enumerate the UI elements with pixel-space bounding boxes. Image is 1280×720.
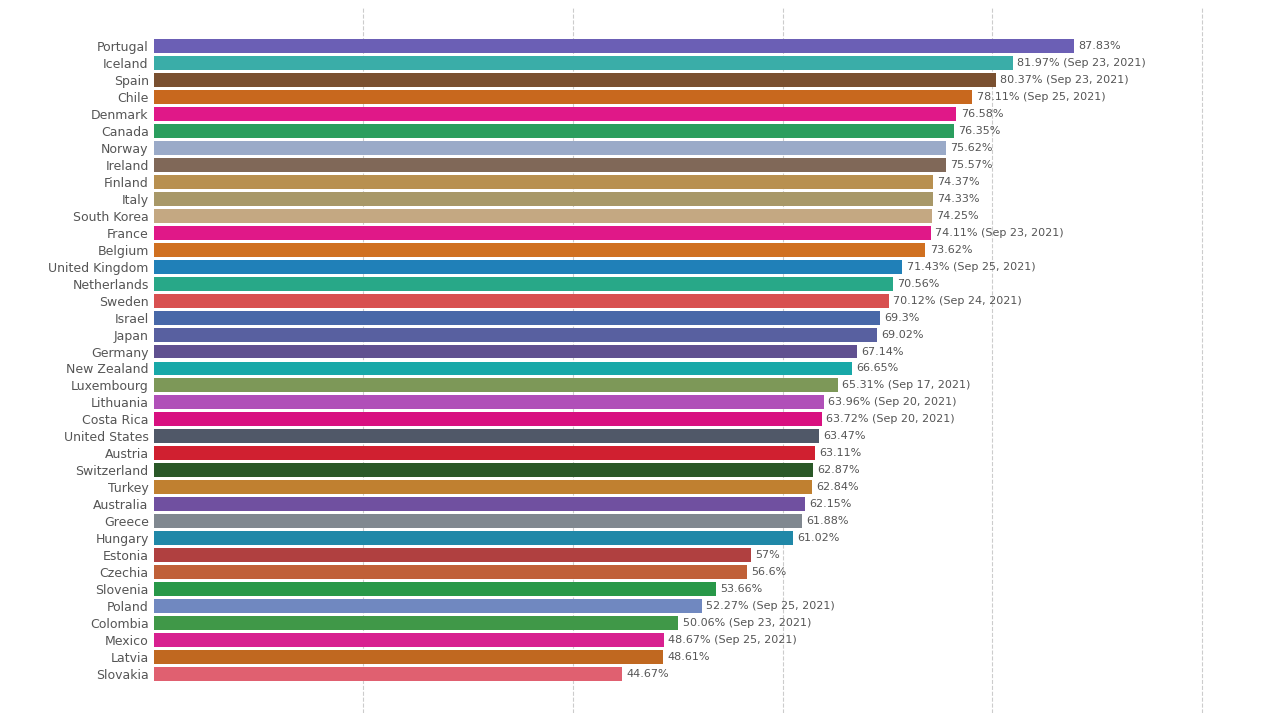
Bar	[154, 56, 1012, 70]
Bar	[154, 243, 925, 257]
Bar	[154, 345, 858, 359]
Text: 73.62%: 73.62%	[929, 245, 972, 255]
Text: 52.27% (Sep 25, 2021): 52.27% (Sep 25, 2021)	[705, 601, 835, 611]
Text: 57%: 57%	[755, 550, 780, 560]
Bar	[154, 650, 663, 664]
Text: 62.15%: 62.15%	[809, 499, 851, 509]
Text: 56.6%: 56.6%	[751, 567, 786, 577]
Text: 63.96% (Sep 20, 2021): 63.96% (Sep 20, 2021)	[828, 397, 957, 408]
Bar	[154, 413, 822, 426]
Bar	[154, 565, 748, 579]
Bar	[154, 667, 622, 680]
Text: 76.58%: 76.58%	[961, 109, 1004, 119]
Text: 63.47%: 63.47%	[823, 431, 865, 441]
Text: 75.57%: 75.57%	[950, 160, 992, 170]
Text: 48.67% (Sep 25, 2021): 48.67% (Sep 25, 2021)	[668, 635, 796, 645]
Bar	[154, 107, 956, 121]
Bar	[154, 209, 932, 222]
Text: 69.3%: 69.3%	[884, 312, 920, 323]
Text: 74.11% (Sep 23, 2021): 74.11% (Sep 23, 2021)	[934, 228, 1064, 238]
Bar	[154, 294, 888, 307]
Text: 62.84%: 62.84%	[817, 482, 859, 492]
Text: 71.43% (Sep 25, 2021): 71.43% (Sep 25, 2021)	[906, 261, 1036, 271]
Text: 69.02%: 69.02%	[882, 330, 924, 340]
Text: 65.31% (Sep 17, 2021): 65.31% (Sep 17, 2021)	[842, 380, 970, 390]
Bar	[154, 395, 824, 410]
Text: 76.35%: 76.35%	[959, 126, 1001, 136]
Bar	[154, 226, 931, 240]
Text: 74.33%: 74.33%	[937, 194, 979, 204]
Text: 78.11% (Sep 25, 2021): 78.11% (Sep 25, 2021)	[977, 92, 1106, 102]
Text: 63.11%: 63.11%	[819, 449, 861, 459]
Bar	[154, 73, 996, 87]
Bar	[154, 192, 933, 206]
Bar	[154, 361, 852, 375]
Text: 44.67%: 44.67%	[626, 669, 668, 679]
Bar	[154, 616, 678, 630]
Text: 67.14%: 67.14%	[861, 346, 904, 356]
Bar	[154, 379, 838, 392]
Text: 75.62%: 75.62%	[951, 143, 993, 153]
Text: 66.65%: 66.65%	[856, 364, 899, 374]
Text: 62.87%: 62.87%	[817, 465, 860, 475]
Text: 53.66%: 53.66%	[721, 584, 763, 594]
Bar	[154, 260, 902, 274]
Bar	[154, 599, 701, 613]
Text: 70.56%: 70.56%	[897, 279, 940, 289]
Bar	[154, 175, 933, 189]
Text: 80.37% (Sep 23, 2021): 80.37% (Sep 23, 2021)	[1001, 75, 1129, 85]
Bar	[154, 531, 794, 545]
Bar	[154, 480, 813, 494]
Text: 50.06% (Sep 23, 2021): 50.06% (Sep 23, 2021)	[682, 618, 812, 628]
Bar	[154, 310, 881, 325]
Bar	[154, 514, 803, 528]
Bar	[154, 158, 946, 172]
Text: 63.72% (Sep 20, 2021): 63.72% (Sep 20, 2021)	[826, 415, 955, 424]
Text: 87.83%: 87.83%	[1079, 41, 1121, 51]
Bar	[154, 446, 815, 460]
Text: 48.61%: 48.61%	[667, 652, 710, 662]
Text: 81.97% (Sep 23, 2021): 81.97% (Sep 23, 2021)	[1018, 58, 1146, 68]
Text: 74.25%: 74.25%	[936, 211, 979, 221]
Bar	[154, 548, 751, 562]
Bar	[154, 633, 664, 647]
Text: 70.12% (Sep 24, 2021): 70.12% (Sep 24, 2021)	[893, 296, 1021, 305]
Bar	[154, 328, 877, 341]
Text: 74.37%: 74.37%	[937, 177, 980, 187]
Bar	[154, 498, 805, 511]
Bar	[154, 90, 973, 104]
Bar	[154, 463, 813, 477]
Bar	[154, 141, 946, 155]
Bar	[154, 276, 893, 291]
Text: 61.88%: 61.88%	[806, 516, 849, 526]
Text: 61.02%: 61.02%	[797, 533, 840, 543]
Bar	[154, 429, 819, 444]
Bar	[154, 40, 1074, 53]
Bar	[154, 582, 717, 596]
Bar	[154, 124, 954, 138]
